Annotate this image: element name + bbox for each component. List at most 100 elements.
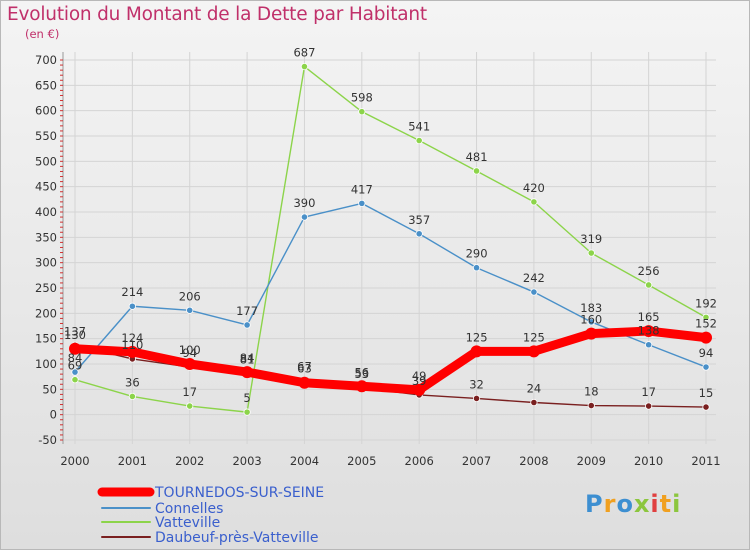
x-tick-label: 2011 xyxy=(691,454,720,468)
data-label: 290 xyxy=(466,247,488,261)
data-label: 36 xyxy=(125,375,140,389)
data-label: 357 xyxy=(408,213,430,227)
series-line-1 xyxy=(74,202,707,373)
data-label: 177 xyxy=(236,304,258,318)
y-tick-label: 400 xyxy=(35,205,57,219)
y-tick-label: 0 xyxy=(50,408,57,422)
logo-letter: P xyxy=(585,490,604,518)
data-label: 541 xyxy=(408,120,430,134)
y-tick-label: 500 xyxy=(35,154,57,168)
data-point xyxy=(642,325,655,338)
data-label: 420 xyxy=(523,181,545,195)
data-point xyxy=(527,345,540,358)
data-label: 69 xyxy=(68,359,83,373)
data-point xyxy=(71,368,79,376)
data-label: 84 xyxy=(68,351,83,365)
data-point xyxy=(645,402,653,410)
data-label: 160 xyxy=(580,313,602,327)
data-label: 17 xyxy=(641,385,656,399)
data-label: 125 xyxy=(523,330,545,344)
data-label: 49 xyxy=(412,369,427,383)
data-point xyxy=(126,345,139,358)
data-label: 125 xyxy=(466,330,488,344)
data-point xyxy=(186,402,194,410)
data-point xyxy=(298,376,311,389)
chart-title: Evolution du Montant de la Dette par Hab… xyxy=(7,4,427,25)
data-label: 687 xyxy=(293,46,315,60)
y-tick-label: 600 xyxy=(35,104,57,118)
data-label: 319 xyxy=(580,232,602,246)
y-tick-label: 450 xyxy=(35,180,57,194)
data-point xyxy=(183,358,196,370)
data-label: 192 xyxy=(695,296,717,310)
data-label: 138 xyxy=(638,324,660,338)
data-point xyxy=(470,345,483,358)
data-label: 32 xyxy=(469,377,484,391)
data-point xyxy=(69,342,81,355)
data-point xyxy=(358,108,366,116)
data-label: 137 xyxy=(64,324,86,338)
data-label: 183 xyxy=(580,301,602,315)
data-label: 17 xyxy=(182,385,197,399)
x-tick-label: 2006 xyxy=(405,454,434,468)
series-line-0 xyxy=(70,326,711,395)
data-label: 100 xyxy=(179,343,201,357)
y-tick-label: 100 xyxy=(35,357,57,371)
logo-letter: x xyxy=(633,490,651,518)
series-line-3 xyxy=(74,344,707,408)
x-tick-label: 2008 xyxy=(519,454,548,468)
y-tick-label: 700 xyxy=(35,53,57,67)
data-point xyxy=(300,62,309,71)
data-point xyxy=(415,136,423,145)
data-point xyxy=(415,230,423,238)
logo-letter: i xyxy=(672,490,682,518)
x-tick-label: 2007 xyxy=(462,454,491,468)
data-point xyxy=(585,327,598,340)
data-point xyxy=(587,401,595,410)
data-point xyxy=(472,394,481,403)
data-point xyxy=(71,376,79,384)
data-point xyxy=(587,249,595,257)
data-point xyxy=(472,167,481,175)
data-point xyxy=(128,302,136,310)
logo-letter: i xyxy=(650,490,660,518)
data-point xyxy=(355,380,368,393)
data-point xyxy=(702,363,710,371)
data-point xyxy=(472,264,481,272)
data-point xyxy=(645,341,653,349)
data-point xyxy=(530,198,538,206)
data-label: 81 xyxy=(240,353,255,367)
data-label: 84 xyxy=(240,351,255,365)
chart-subtitle: (en €) xyxy=(25,27,60,41)
x-tick-label: 2009 xyxy=(577,454,606,468)
x-tick-label: 2002 xyxy=(175,454,204,468)
data-point xyxy=(243,408,251,416)
data-label: 256 xyxy=(638,264,660,278)
data-label: 18 xyxy=(584,385,599,399)
logo-letter: t xyxy=(659,490,673,518)
data-label: 39 xyxy=(412,374,427,388)
data-point xyxy=(300,213,309,221)
data-point xyxy=(413,383,426,396)
x-tick-label: 2005 xyxy=(347,454,376,468)
y-tick-label: 150 xyxy=(35,332,57,346)
legend-label: TOURNEDOS-SUR-SEINE xyxy=(154,485,324,501)
data-label: 63 xyxy=(297,362,312,376)
data-label: 417 xyxy=(351,182,373,196)
y-tick-label: 250 xyxy=(35,281,57,295)
y-tick-label: 300 xyxy=(35,256,57,270)
data-point xyxy=(241,366,254,379)
data-label: 390 xyxy=(293,196,315,210)
y-tick-label: 200 xyxy=(35,306,57,320)
data-label: 15 xyxy=(699,386,714,400)
y-tick-label: 650 xyxy=(35,78,57,92)
legend-label: Connelles xyxy=(155,501,223,517)
legend-label: Daubeuf-près-Vatteville xyxy=(155,530,319,546)
data-point xyxy=(358,199,366,207)
x-tick-label: 2004 xyxy=(290,454,319,468)
y-tick-label: 350 xyxy=(35,230,57,244)
data-label: 206 xyxy=(179,289,201,303)
data-label: 94 xyxy=(182,346,197,360)
data-point xyxy=(700,331,712,344)
